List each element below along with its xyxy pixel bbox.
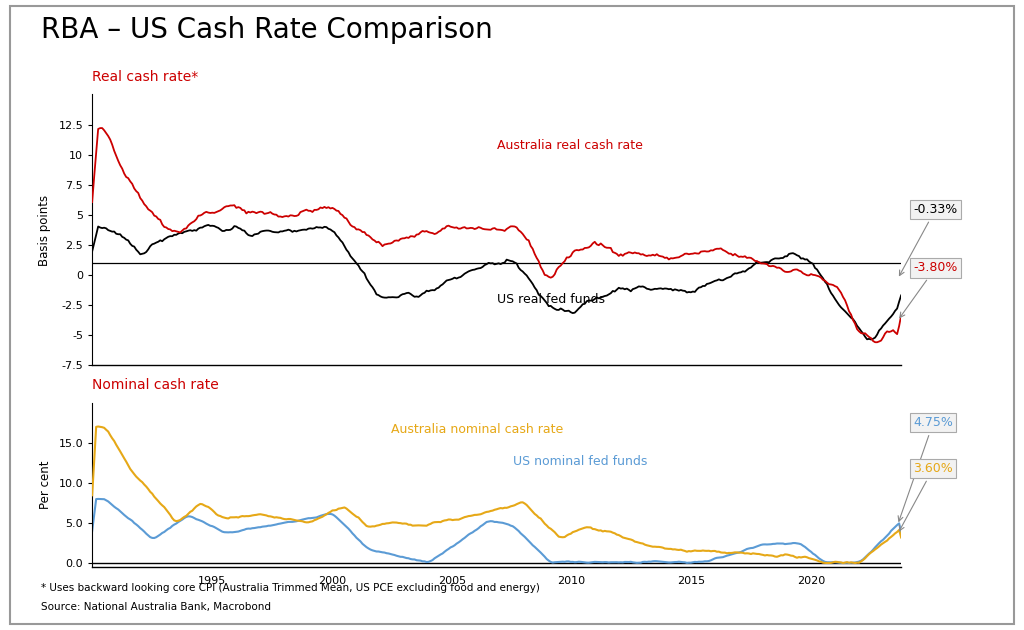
Text: RBA – US Cash Rate Comparison: RBA – US Cash Rate Comparison [41, 16, 493, 43]
Text: -3.80%: -3.80% [900, 261, 957, 318]
Text: Australia nominal cash rate: Australia nominal cash rate [391, 423, 564, 436]
Y-axis label: Per cent: Per cent [39, 461, 51, 509]
Text: * Uses backward looking core CPI (Australia Trimmed Mean, US PCE excluding food : * Uses backward looking core CPI (Austra… [41, 583, 540, 593]
Text: US real fed funds: US real fed funds [497, 293, 604, 306]
Text: Nominal cash rate: Nominal cash rate [92, 378, 219, 392]
Text: US nominal fed funds: US nominal fed funds [513, 455, 647, 469]
Text: Real cash rate*: Real cash rate* [92, 70, 199, 84]
Y-axis label: Basis points: Basis points [39, 195, 51, 265]
Text: Source: National Australia Bank, Macrobond: Source: National Australia Bank, Macrobo… [41, 602, 271, 612]
Text: 4.75%: 4.75% [898, 416, 953, 521]
Text: -0.33%: -0.33% [899, 203, 957, 275]
Text: Australia real cash rate: Australia real cash rate [497, 139, 642, 152]
Text: 3.60%: 3.60% [899, 462, 953, 530]
